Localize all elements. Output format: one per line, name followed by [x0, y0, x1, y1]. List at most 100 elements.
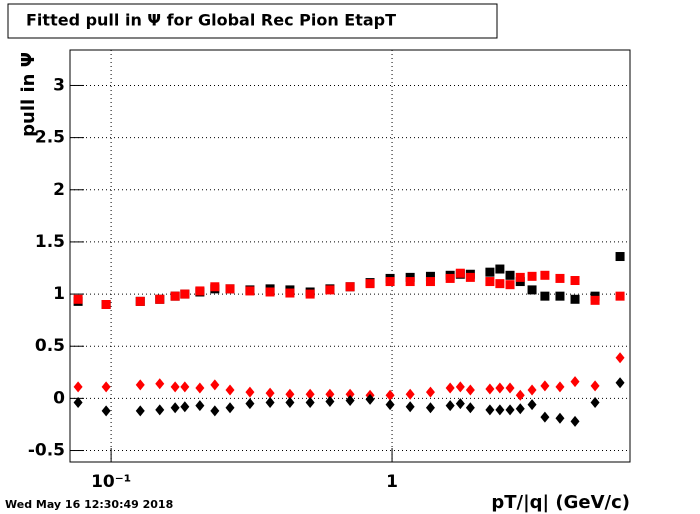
point [485, 267, 495, 277]
point [515, 272, 525, 282]
point [555, 381, 565, 393]
point [180, 381, 190, 393]
point [345, 282, 355, 292]
point [345, 394, 355, 406]
point [495, 279, 505, 289]
point [365, 393, 375, 405]
x-axis-label: pT/|q| (GeV/c) [491, 492, 630, 513]
point [570, 415, 580, 427]
point [225, 402, 235, 414]
point [555, 412, 565, 424]
point [210, 405, 220, 417]
point [170, 402, 180, 414]
y-tick-label: 1 [53, 284, 65, 304]
point [540, 411, 550, 423]
x-tick-label: 10⁻¹ [91, 472, 131, 492]
point [265, 287, 275, 297]
point [73, 381, 83, 393]
point [225, 384, 235, 396]
point [285, 388, 295, 400]
point [385, 277, 395, 287]
point [445, 382, 455, 394]
point [485, 383, 495, 395]
point [555, 291, 565, 301]
point [495, 404, 505, 416]
y-axis-label: pull in Ψ [18, 52, 39, 137]
point [515, 389, 525, 401]
point [425, 386, 435, 398]
point [170, 381, 180, 393]
point [615, 352, 625, 364]
chart-title: Fitted pull in Ψ for Global Rec Pion Eta… [26, 11, 396, 30]
y-tick-label: 2.5 [35, 128, 65, 148]
point [305, 397, 315, 409]
point [540, 380, 550, 392]
point [73, 397, 83, 409]
point [345, 388, 355, 400]
point [210, 379, 220, 391]
point [445, 400, 455, 412]
point [101, 381, 111, 393]
point [73, 294, 83, 304]
point [505, 404, 515, 416]
point [210, 282, 220, 292]
point [285, 288, 295, 298]
point [540, 270, 550, 280]
point [155, 404, 165, 416]
point [305, 388, 315, 400]
timestamp: Wed May 16 12:30:49 2018 [5, 498, 173, 511]
point [515, 403, 525, 415]
point [495, 264, 505, 274]
point [445, 273, 455, 283]
point [465, 272, 475, 282]
point [155, 294, 165, 304]
point [285, 397, 295, 409]
point [195, 400, 205, 412]
point [455, 268, 465, 278]
point [505, 270, 515, 280]
point [615, 377, 625, 389]
point [245, 286, 255, 296]
point [101, 405, 111, 417]
point [245, 398, 255, 410]
point [135, 379, 145, 391]
point [385, 399, 395, 411]
point [425, 402, 435, 414]
point [570, 376, 580, 388]
point [225, 284, 235, 294]
point [195, 382, 205, 394]
point [325, 396, 335, 408]
point [465, 402, 475, 414]
point [135, 296, 145, 306]
point [135, 405, 145, 417]
point [180, 401, 190, 413]
point [527, 285, 537, 295]
point [527, 384, 537, 396]
point [485, 404, 495, 416]
point [325, 388, 335, 400]
y-tick-label: 2 [53, 180, 65, 200]
point [425, 271, 435, 281]
title-box [7, 3, 498, 39]
y-tick-label: 0.5 [35, 336, 65, 356]
point [405, 277, 415, 287]
point [385, 389, 395, 401]
point [615, 291, 625, 301]
point [325, 285, 335, 295]
x-tick-label: 1 [386, 472, 398, 492]
point [505, 382, 515, 394]
point [505, 280, 515, 290]
point [555, 273, 565, 283]
point [305, 289, 315, 299]
y-tick-label: 1.5 [35, 232, 65, 252]
point [570, 276, 580, 286]
point [527, 271, 537, 281]
point [590, 380, 600, 392]
point [527, 399, 537, 411]
point [170, 291, 180, 301]
point [455, 381, 465, 393]
point [265, 387, 275, 399]
point [615, 252, 625, 262]
point [195, 286, 205, 296]
